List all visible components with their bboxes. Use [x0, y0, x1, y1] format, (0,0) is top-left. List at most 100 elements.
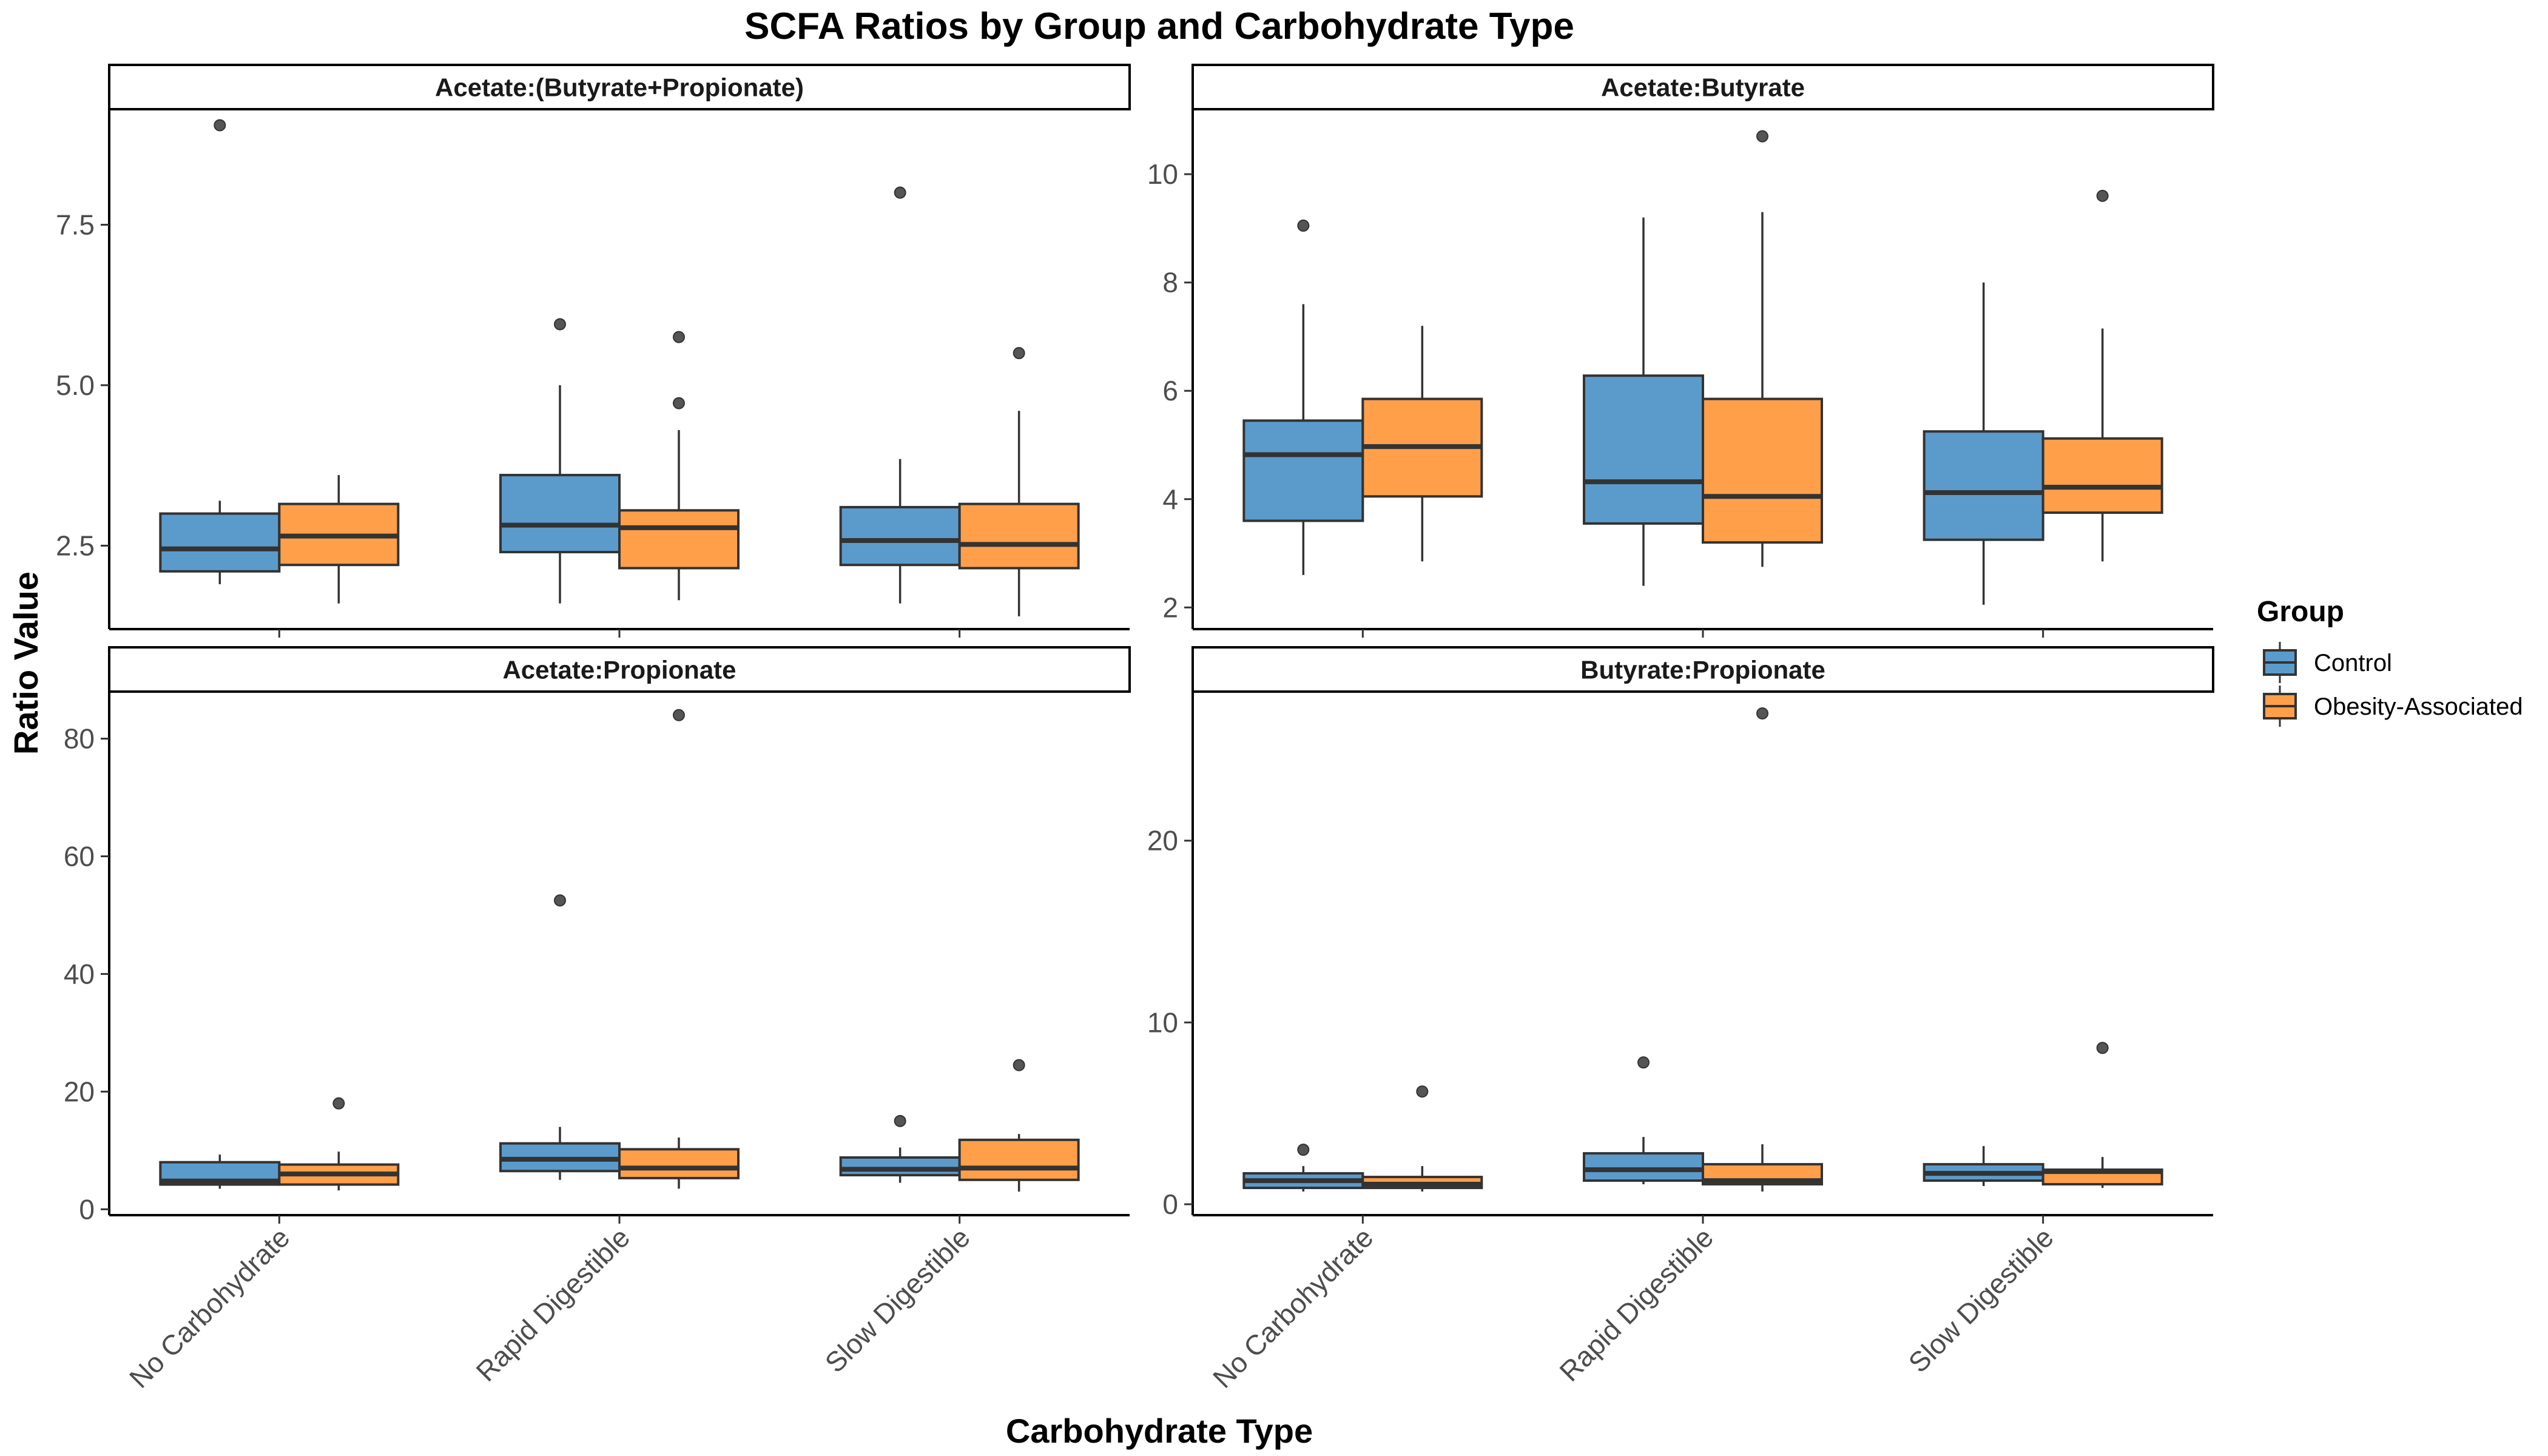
box-control-rapid-digestible — [1583, 1056, 1704, 1185]
outlier-point — [1756, 130, 1768, 143]
strip-background — [1191, 64, 2214, 110]
box-iqr — [2041, 437, 2163, 514]
strip-background — [108, 646, 1131, 693]
y-tick-label: 10 — [1147, 1006, 1178, 1038]
box-iqr — [1583, 374, 1704, 525]
box-control-no-carbohydrate — [1242, 1144, 1364, 1192]
outlier-point — [2096, 189, 2109, 202]
x-tick-label: Rapid Digestible — [1553, 1221, 1719, 1387]
box-obesity-associated-no-carbohydrate — [1361, 326, 1483, 562]
box-iqr — [1242, 419, 1364, 522]
box-iqr — [618, 1148, 740, 1179]
box-iqr — [499, 474, 621, 554]
box-control-rapid-digestible — [1583, 217, 1704, 586]
box-iqr — [839, 1156, 961, 1177]
strip-label: Butyrate:Propionate — [1580, 656, 1825, 684]
box-iqr — [1583, 1152, 1704, 1182]
y-tick-label: 8 — [1162, 267, 1178, 298]
box-obesity-associated-no-carbohydrate — [278, 475, 400, 604]
y-tick-label: 0 — [79, 1193, 95, 1225]
box-control-slow-digestible — [839, 186, 961, 604]
box-control-slow-digestible — [1923, 1146, 2044, 1187]
box-obesity-associated-rapid-digestible — [618, 709, 740, 1189]
strip-label: Acetate:Propionate — [502, 656, 736, 684]
outlier-point — [214, 119, 226, 132]
strip-background — [108, 64, 1131, 110]
x-tick-label: No Carbohydrate — [1207, 1221, 1379, 1394]
legend: Group Control Obesity-Associated — [2257, 596, 2523, 727]
outlier-point — [673, 397, 685, 410]
panel-acetate-propionate: Acetate:Propionate 0 20 40 60 80 No Carbohydra… — [64, 646, 1131, 1394]
box-obesity-associated-rapid-digestible — [618, 331, 740, 601]
outlier-point — [1416, 1085, 1429, 1098]
box-control-no-carbohydrate — [1242, 219, 1364, 575]
outlier-point — [554, 318, 566, 331]
outlier-point — [1637, 1056, 1650, 1069]
panel-acetate-butyrate-propionate: Acetate:(Butyrate+Propionate) 2.5 5.0 7.5 — [56, 64, 1131, 638]
chart-title: SCFA Ratios by Group and Carbohydrate Ty… — [744, 5, 1574, 47]
y-tick-label: 2 — [1162, 592, 1178, 623]
x-tick-label: Slow Digestible — [819, 1221, 976, 1378]
outlier-point — [894, 1114, 906, 1127]
outlier-point — [1013, 347, 1025, 360]
y-tick-label: 80 — [64, 723, 95, 755]
y-tick-label: 4 — [1162, 484, 1178, 515]
strip-background — [1191, 646, 2214, 693]
x-tick-label: Rapid Digestible — [470, 1221, 636, 1387]
box-control-no-carbohydrate — [159, 119, 281, 584]
y-tick-label: 20 — [64, 1076, 95, 1107]
outlier-point — [2096, 1042, 2109, 1054]
box-iqr — [958, 502, 1080, 570]
outlier-point — [1297, 219, 1310, 232]
y-tick-label: 40 — [64, 958, 95, 989]
y-tick-label: 0 — [1162, 1188, 1178, 1220]
strip-label: Acetate:Butyrate — [1601, 73, 1805, 102]
box-control-rapid-digestible — [499, 318, 621, 604]
box-obesity-associated-no-carbohydrate — [278, 1097, 400, 1191]
box-iqr — [1923, 430, 2044, 541]
legend-item-obesity-associated: Obesity-Associated — [2263, 686, 2523, 727]
y-tick-label: 5.0 — [56, 369, 95, 401]
facet-panels: Acetate:(Butyrate+Propionate)2.55.07.5Ac… — [56, 64, 2214, 1394]
box-obesity-associated-slow-digestible — [2041, 189, 2163, 562]
box-obesity-associated-no-carbohydrate — [1361, 1085, 1483, 1192]
box-control-slow-digestible — [1923, 282, 2044, 605]
y-tick-label: 20 — [1147, 825, 1178, 857]
y-axis-title: Ratio Value — [7, 571, 45, 755]
strip-label: Acetate:(Butyrate+Propionate) — [435, 73, 804, 102]
outlier-point — [673, 709, 685, 721]
box-obesity-associated-rapid-digestible — [1702, 707, 1823, 1192]
outlier-point — [332, 1097, 345, 1110]
box-iqr — [1702, 397, 1823, 544]
box-control-rapid-digestible — [499, 894, 621, 1180]
box-obesity-associated-slow-digestible — [958, 347, 1080, 616]
legend-label: Obesity-Associated — [2314, 693, 2523, 720]
box-iqr — [839, 505, 961, 567]
box-iqr — [159, 512, 281, 573]
x-tick-label: No Carbohydrate — [123, 1221, 295, 1394]
outlier-point — [554, 894, 566, 907]
y-tick-label: 60 — [64, 841, 95, 872]
outlier-point — [673, 331, 685, 343]
legend-title: Group — [2257, 596, 2344, 628]
y-tick-label: 6 — [1162, 375, 1178, 406]
outlier-point — [894, 186, 906, 199]
outlier-point — [1297, 1144, 1310, 1156]
panel-acetate-butyrate: Acetate:Butyrate 2 4 6 8 10 — [1147, 64, 2214, 638]
x-axis-title: Carbohydrate Type — [1006, 1412, 1313, 1450]
outlier-point — [1756, 707, 1768, 720]
legend-entries: Control Obesity-Associated — [2263, 642, 2523, 727]
box-obesity-associated-slow-digestible — [958, 1059, 1080, 1192]
box-obesity-associated-rapid-digestible — [1702, 130, 1823, 567]
box-obesity-associated-slow-digestible — [2041, 1042, 2163, 1188]
panel-butyrate-propionate: Butyrate:Propionate 0 10 20 No Carbohydrate R… — [1147, 646, 2214, 1394]
box-iqr — [958, 1138, 1080, 1181]
y-tick-label: 7.5 — [56, 209, 95, 240]
y-tick-label: 10 — [1147, 158, 1178, 190]
box-iqr — [618, 509, 740, 570]
y-tick-label: 2.5 — [56, 530, 95, 561]
box-control-slow-digestible — [839, 1114, 961, 1183]
outlier-point — [1013, 1059, 1025, 1071]
box-control-no-carbohydrate — [159, 1154, 281, 1189]
